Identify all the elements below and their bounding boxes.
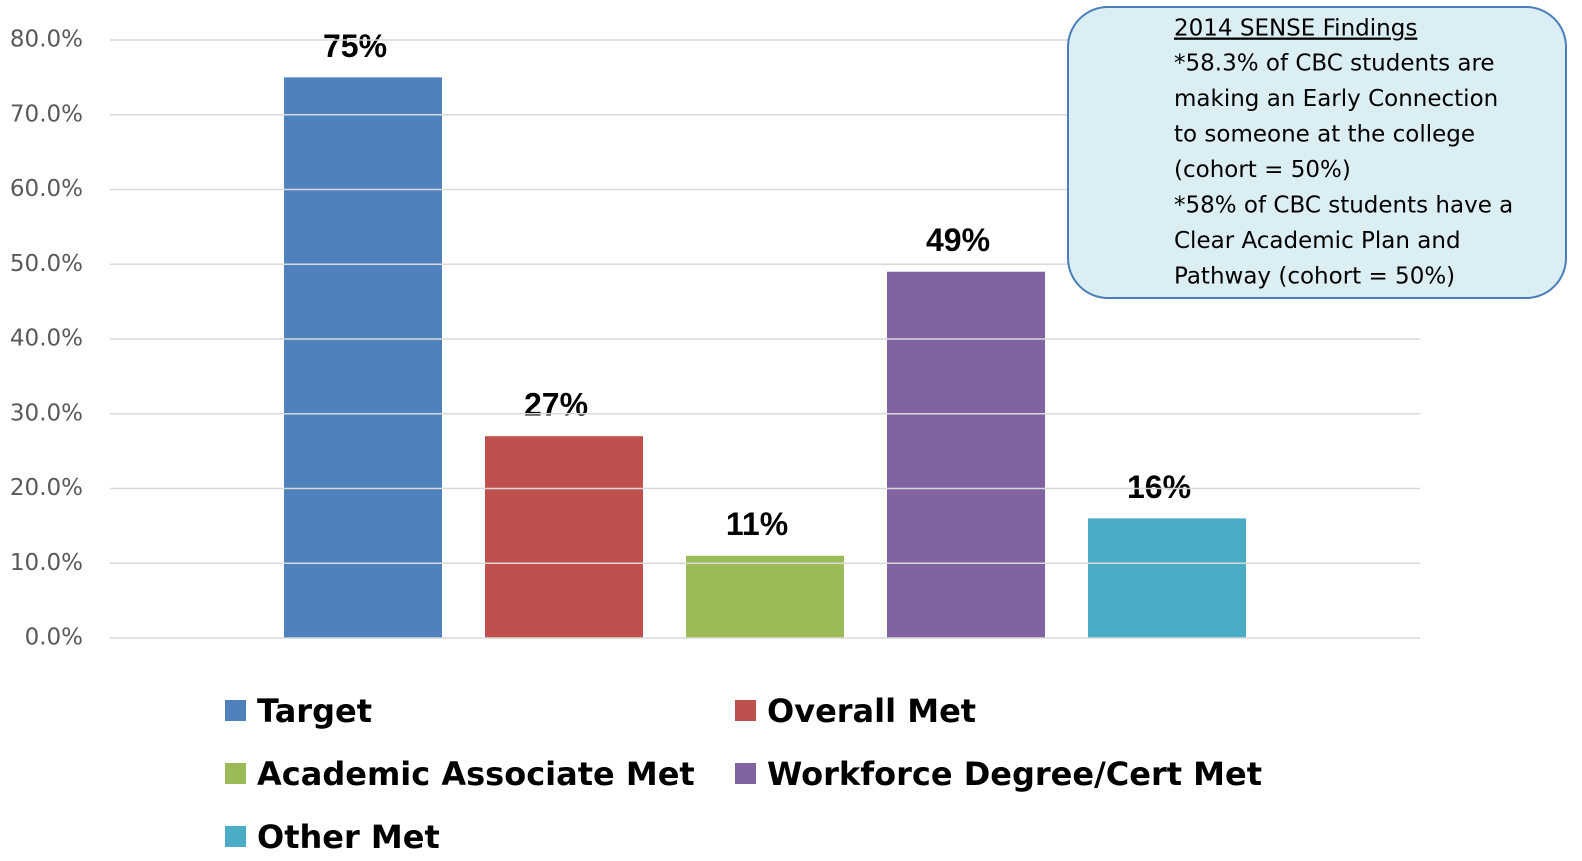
y-tick-label: 0.0% xyxy=(25,625,83,651)
annotation-line: Clear Academic Plan and xyxy=(1174,228,1461,254)
bar xyxy=(1088,518,1246,638)
legend-swatch xyxy=(225,763,246,784)
y-tick-label: 80.0% xyxy=(10,27,83,53)
legend-swatch xyxy=(735,700,756,721)
y-tick-label: 60.0% xyxy=(10,176,83,202)
value-label: 11% xyxy=(726,506,788,542)
y-tick-label: 20.0% xyxy=(10,475,83,501)
y-tick-label: 70.0% xyxy=(10,101,83,127)
annotation-line: *58.3% of CBC students are xyxy=(1174,51,1495,77)
legend-label: Other Met xyxy=(257,818,440,856)
y-tick-label: 40.0% xyxy=(10,326,83,352)
value-label: 27% xyxy=(524,387,588,423)
annotation-line: to someone at the college xyxy=(1174,122,1475,148)
legend-label: Academic Associate Met xyxy=(257,755,695,793)
legend-swatch xyxy=(225,826,246,847)
legend-label: Overall Met xyxy=(767,692,976,730)
annotation-line: *58% of CBC students have a xyxy=(1174,193,1513,219)
legend-label: Workforce Degree/Cert Met xyxy=(767,755,1262,793)
value-label: 75% xyxy=(323,28,387,64)
bar xyxy=(485,436,643,638)
legend-swatch xyxy=(735,763,756,784)
bar xyxy=(686,555,844,638)
y-tick-label: 50.0% xyxy=(10,251,83,277)
legend-label: Target xyxy=(257,692,372,730)
annotation-line: Pathway (cohort = 50%) xyxy=(1174,264,1455,290)
annotation-line: (cohort = 50%) xyxy=(1174,157,1351,183)
annotation-box xyxy=(1067,6,1567,299)
bar xyxy=(887,271,1045,638)
bar xyxy=(284,77,442,638)
legend-swatch xyxy=(225,700,246,721)
y-tick-label: 10.0% xyxy=(10,550,83,576)
y-tick-label: 30.0% xyxy=(10,400,83,426)
value-label: 49% xyxy=(926,222,990,258)
annotation-title: 2014 SENSE Findings xyxy=(1174,16,1417,42)
value-label: 16% xyxy=(1127,469,1191,505)
annotation-line: making an Early Connection xyxy=(1174,86,1498,112)
